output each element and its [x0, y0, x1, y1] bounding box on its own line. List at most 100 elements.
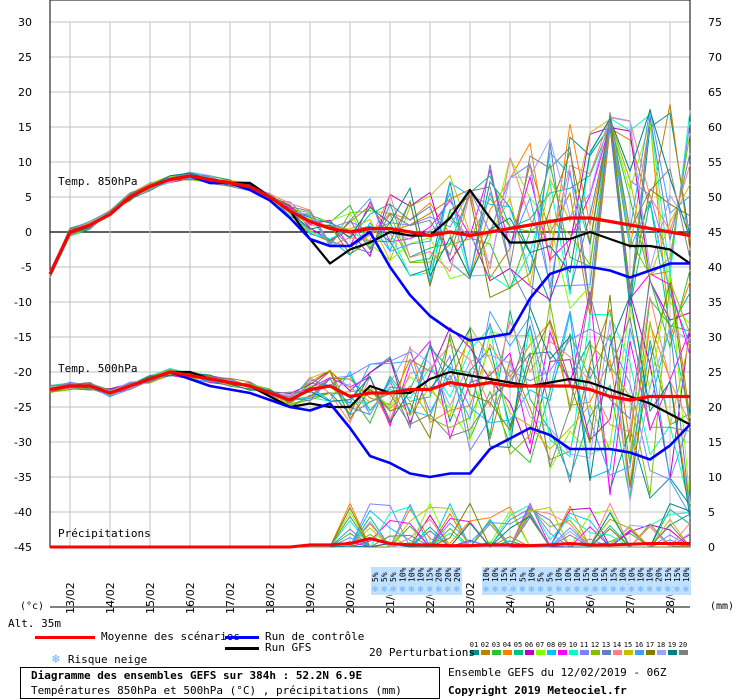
snow-cell	[572, 567, 582, 595]
y-tick-right: 65	[708, 86, 722, 99]
perturbation-id: 13	[602, 641, 610, 649]
perturbation-swatch	[679, 650, 688, 655]
snow-risk-pct: 10%	[407, 567, 416, 582]
y-tick-left: -40	[14, 506, 32, 519]
x-tick-date: 14/02	[104, 582, 117, 614]
snowflake-icon: ❄	[436, 585, 442, 595]
snowflake-icon: ❄	[454, 585, 460, 595]
snow-risk-pct: 15%	[500, 567, 509, 582]
snow-risk-pct: 15%	[664, 567, 673, 582]
y-tick-right: 10	[708, 471, 722, 484]
perturbation-swatch	[657, 650, 666, 655]
snowflake-icon: ❄	[390, 585, 396, 595]
perturbation-id: 16	[635, 641, 643, 649]
member-line	[49, 310, 691, 499]
snow-cell	[563, 567, 573, 595]
snow-risk-pct: 20%	[444, 567, 453, 582]
precip-mean-line	[50, 537, 690, 549]
y-tick-right: 35	[708, 296, 722, 309]
snowflake-icon: ❄	[565, 585, 571, 595]
snowflake-icon: ❄	[529, 585, 535, 595]
legend-gfs: Run GFS	[225, 641, 311, 654]
snowflake-icon: ❄	[538, 585, 544, 595]
perturbation-id: 07	[536, 641, 544, 649]
snow-cell	[518, 567, 528, 595]
y-tick-right: 55	[708, 156, 722, 169]
t850-control-line	[48, 174, 690, 342]
snow-risk-pct: 10%	[564, 567, 573, 582]
caption-box: Diagramme des ensembles GEFS sur 384h : …	[20, 667, 440, 699]
perturbation-id: 04	[503, 641, 511, 649]
y-tick-right: 40	[708, 261, 722, 274]
snowflake-icon: ❄	[574, 585, 580, 595]
snow-risk-pct: 5%	[380, 572, 389, 582]
snowflake-icon: ❄	[483, 585, 489, 595]
legend-control-label: Run de contrôle	[265, 630, 365, 643]
snow-risk-pct: 10%	[573, 567, 582, 582]
snow-cell	[682, 567, 691, 595]
y-tick-left: 25	[18, 51, 32, 64]
y-tick-left: -15	[14, 331, 32, 344]
snow-cell	[398, 567, 408, 595]
y-tick-left: 0	[25, 226, 32, 239]
perturbation-id: 14	[613, 641, 621, 649]
t500-control-line	[49, 370, 691, 479]
perturbation-id: 05	[514, 641, 522, 649]
perturbation-id: 15	[624, 641, 632, 649]
perturbation-swatch	[547, 650, 556, 655]
snowflake-icon: ❄	[409, 585, 415, 595]
y-tick-left: 5	[25, 191, 32, 204]
snow-cell	[416, 567, 426, 595]
member-line	[49, 118, 691, 287]
perturbation-id: 12	[591, 641, 599, 649]
snow-risk-pct: 20%	[435, 567, 444, 582]
x-tick-date: 15/02	[144, 582, 157, 614]
legend-perturbations-label: 20 Perturbations	[369, 646, 475, 659]
perturbation-swatch	[624, 650, 633, 655]
perturbation-swatch	[646, 650, 655, 655]
snow-cell	[481, 567, 491, 595]
legend-mean: Moyenne des scénarios	[35, 630, 240, 643]
snowflake-icon: ❄	[583, 585, 589, 595]
y-tick-left: -5	[21, 261, 32, 274]
x-tick-date: 19/02	[304, 582, 317, 614]
snow-risk-pct: 10%	[646, 567, 655, 582]
y-tick-right: 30	[708, 331, 722, 344]
y-tick-right: 45	[708, 226, 722, 239]
snowflake-icon: ❄	[647, 585, 653, 595]
unit-right: (mm)	[710, 601, 734, 612]
snow-risk-pct: 10%	[398, 567, 407, 582]
label-t500: Temp. 500hPa	[58, 362, 137, 375]
snowflake-icon: ❄	[547, 585, 553, 595]
perturbation-swatch	[635, 650, 644, 655]
copyright: Copyright 2019 Meteociel.fr	[448, 684, 627, 697]
perturbation-id: 11	[580, 641, 588, 649]
snow-risk-pct: 5%	[371, 572, 380, 582]
snow-risk-pct: 5%	[518, 572, 527, 582]
y-tick-right: 50	[708, 191, 722, 204]
perturbation-swatch	[602, 650, 611, 655]
x-tick-date: 20/02	[344, 582, 357, 614]
perturbation-id: 10	[569, 641, 577, 649]
legend-gfs-label: Run GFS	[265, 641, 312, 654]
perturbation-id: 19	[668, 641, 676, 649]
gfs-swatch	[225, 646, 259, 650]
snow-risk-pct: 20%	[655, 567, 664, 582]
snow-cell	[425, 567, 435, 595]
y-tick-right: 0	[708, 541, 715, 554]
y-tick-left: 15	[18, 121, 32, 134]
member-line	[49, 281, 691, 496]
altitude-label: Alt. 35m	[8, 617, 61, 630]
perturbation-swatch	[558, 650, 567, 655]
legend-snow: ❄ Risque neige	[52, 652, 147, 667]
main-lines	[48, 174, 691, 549]
snow-cell	[407, 567, 417, 595]
legend-mean-label: Moyenne des scénarios	[101, 630, 241, 643]
snowflake-icon: ❄	[400, 585, 406, 595]
perturbation-id: 02	[481, 641, 489, 649]
snowflake-icon: ❄	[638, 585, 644, 595]
snow-cell	[371, 567, 380, 595]
snowflake-icon: ❄	[381, 585, 387, 595]
perturbation-id: 03	[492, 641, 500, 649]
perturbation-id: 01	[470, 641, 478, 649]
